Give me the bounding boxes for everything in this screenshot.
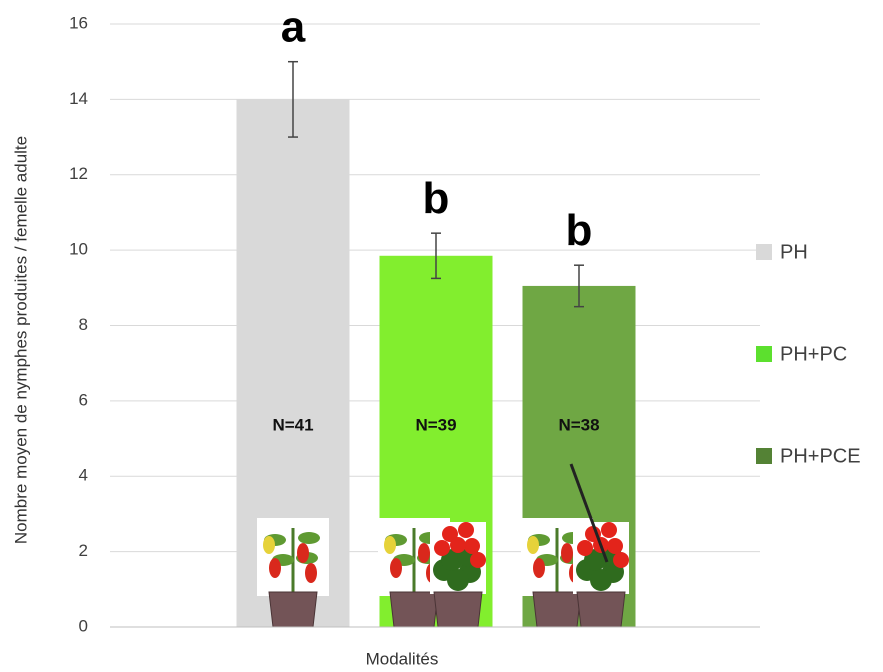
pot — [576, 591, 626, 628]
pepper — [305, 563, 317, 583]
plant-icon — [521, 463, 629, 628]
flower — [464, 538, 480, 554]
error-bar — [574, 264, 584, 308]
probe — [569, 463, 609, 563]
legend-label: PH — [780, 241, 808, 263]
y-tick-label: 0 — [79, 616, 88, 635]
y-tick-label: 12 — [69, 164, 88, 183]
significance-letter: a — [281, 2, 306, 51]
pepper — [418, 543, 430, 563]
legend-label: PH+PC — [780, 343, 847, 365]
pepper — [269, 558, 281, 578]
error-bar — [431, 232, 441, 280]
legend-label: PH+PCE — [780, 445, 861, 467]
legend-swatch — [756, 244, 772, 260]
significance-letter: b — [423, 174, 450, 223]
pot — [389, 591, 439, 628]
pepper — [561, 543, 573, 563]
y-tick-label: 6 — [79, 390, 88, 409]
legend-swatch — [756, 346, 772, 362]
leaf — [298, 532, 320, 544]
leaf — [447, 569, 469, 591]
y-tick-label: 14 — [69, 89, 88, 108]
pepper — [297, 543, 309, 563]
sample-size: N=39 — [415, 415, 456, 434]
flower — [450, 537, 466, 553]
plant-icon — [378, 518, 486, 628]
x-axis-title: Modalités — [366, 649, 439, 668]
y-tick-label: 10 — [69, 240, 88, 259]
y-tick-label: 4 — [79, 466, 88, 485]
pepper — [263, 536, 275, 554]
pot — [532, 591, 582, 628]
y-axis-title: Nombre moyen de nymphes produites / feme… — [11, 136, 30, 544]
leaf — [590, 569, 612, 591]
pepper — [533, 558, 545, 578]
sample-size: N=38 — [558, 415, 599, 434]
significance-letter: b — [566, 206, 593, 255]
flower — [601, 522, 617, 538]
y-tick-label: 2 — [79, 541, 88, 560]
error-bar — [288, 60, 298, 138]
legend-swatch — [756, 448, 772, 464]
flower — [442, 526, 458, 542]
sample-size: N=41 — [272, 415, 313, 434]
flower — [613, 552, 629, 568]
plant-icon — [257, 518, 329, 628]
y-tick-label: 8 — [79, 315, 88, 334]
flower — [607, 538, 623, 554]
pot — [268, 591, 318, 628]
y-tick-label: 16 — [69, 13, 88, 32]
flower — [577, 540, 593, 556]
pot — [433, 591, 483, 628]
pepper — [527, 536, 539, 554]
flower — [458, 522, 474, 538]
flower — [470, 552, 486, 568]
pepper — [384, 536, 396, 554]
pepper — [390, 558, 402, 578]
flower — [434, 540, 450, 556]
